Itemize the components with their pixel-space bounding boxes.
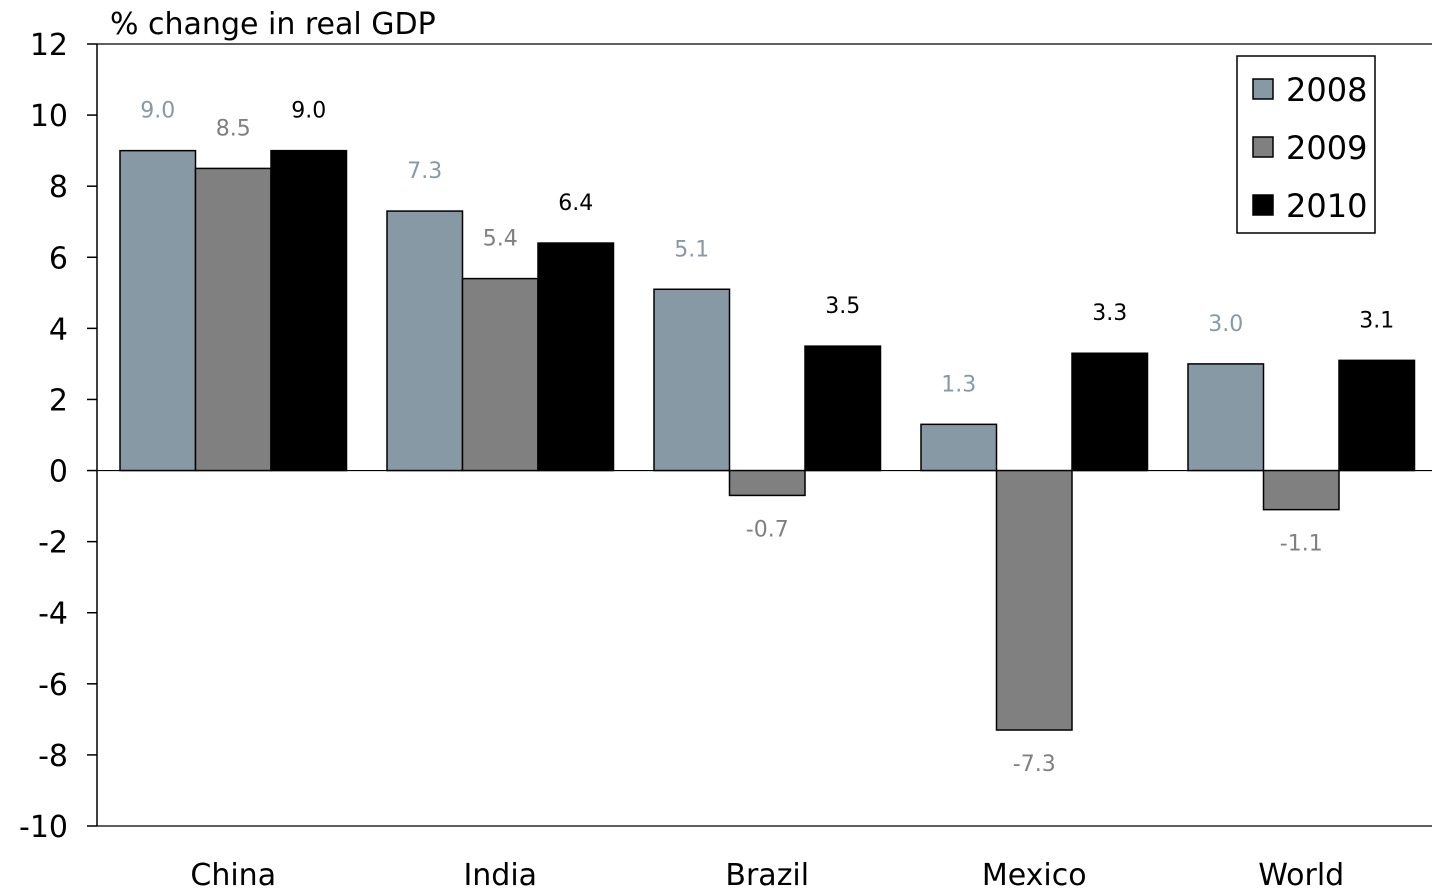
data-label-2008-china: 9.0 bbox=[140, 99, 175, 124]
legend-label-2010: 2010 bbox=[1286, 187, 1367, 225]
x-category-label: Brazil bbox=[725, 858, 809, 891]
legend-label-2009: 2009 bbox=[1286, 129, 1367, 167]
data-label-2008-india: 7.3 bbox=[407, 159, 442, 184]
bar-2009-brazil bbox=[728, 469, 806, 497]
bar-2010-china bbox=[270, 149, 348, 472]
y-tick-label: -4 bbox=[38, 597, 68, 632]
legend-swatch-2008 bbox=[1252, 78, 1274, 100]
bar-2009-india bbox=[461, 277, 539, 472]
x-category-label: India bbox=[463, 858, 537, 891]
bar-2010-brazil bbox=[804, 345, 882, 472]
y-tick-label: 8 bbox=[49, 170, 68, 205]
bar-2008-mexico bbox=[920, 423, 998, 472]
bar-2010-mexico bbox=[1071, 352, 1149, 472]
y-tick-label: 4 bbox=[49, 312, 68, 347]
y-tick-label: 0 bbox=[49, 455, 68, 490]
y-tick-label: 6 bbox=[49, 241, 68, 276]
bar-2008-brazil bbox=[653, 288, 731, 472]
y-tick-label: -8 bbox=[38, 739, 68, 774]
data-label-2010-mexico: 3.3 bbox=[1092, 301, 1127, 326]
data-label-2009-china: 8.5 bbox=[216, 116, 251, 141]
data-label-2008-world: 3.0 bbox=[1208, 312, 1243, 337]
legend-swatch-2009 bbox=[1252, 136, 1274, 158]
y-axis-label: % change in real GDP bbox=[110, 7, 436, 42]
bar-2009-china bbox=[194, 167, 272, 472]
data-label-2009-india: 5.4 bbox=[483, 227, 518, 252]
y-tick-label: 2 bbox=[49, 383, 68, 418]
bar-2008-world bbox=[1187, 363, 1265, 472]
bar-2010-world bbox=[1338, 359, 1416, 472]
bar-2010-india bbox=[537, 242, 615, 472]
bars bbox=[119, 149, 1416, 731]
legend-swatch-2010 bbox=[1252, 194, 1274, 216]
data-label-2009-world: -1.1 bbox=[1280, 532, 1323, 557]
x-category-label: China bbox=[190, 858, 276, 891]
y-tick-label: 12 bbox=[30, 28, 68, 63]
data-labels: 9.0 8.5 9.0 7.3 5.4 6.4 5.1 -0.7 3.5 1.3 -7.3 3.3 3.… bbox=[140, 99, 1394, 777]
data-label-2010-world: 3.1 bbox=[1359, 308, 1394, 333]
bar-2009-world bbox=[1262, 469, 1340, 511]
x-category-label: Mexico bbox=[982, 858, 1087, 891]
legend: 2008 2009 2010 bbox=[1236, 55, 1376, 234]
data-label-2008-brazil: 5.1 bbox=[674, 237, 709, 262]
bar-2008-china bbox=[119, 149, 197, 472]
data-label-2010-brazil: 3.5 bbox=[825, 294, 860, 319]
data-label-2009-mexico: -7.3 bbox=[1013, 752, 1056, 777]
data-label-2010-china: 9.0 bbox=[291, 99, 326, 124]
y-tick-label: 10 bbox=[30, 99, 68, 134]
data-label-2009-brazil: -0.7 bbox=[746, 517, 789, 542]
legend-label-2008: 2008 bbox=[1286, 71, 1367, 109]
bar-2008-india bbox=[386, 210, 464, 472]
y-tick-label: -2 bbox=[38, 526, 68, 561]
data-label-2010-india: 6.4 bbox=[558, 191, 593, 216]
data-label-2008-mexico: 1.3 bbox=[941, 372, 976, 397]
y-tick-label: -6 bbox=[38, 668, 68, 703]
y-tick-label: -10 bbox=[19, 810, 68, 845]
bar-2009-mexico bbox=[995, 469, 1073, 731]
x-category-label: World bbox=[1258, 858, 1344, 891]
x-category-labels: China India Brazil Mexico World bbox=[190, 858, 1344, 891]
y-tick-labels: 12 10 8 6 4 2 0 -2 -4 -6 -8 -10 bbox=[19, 28, 68, 845]
